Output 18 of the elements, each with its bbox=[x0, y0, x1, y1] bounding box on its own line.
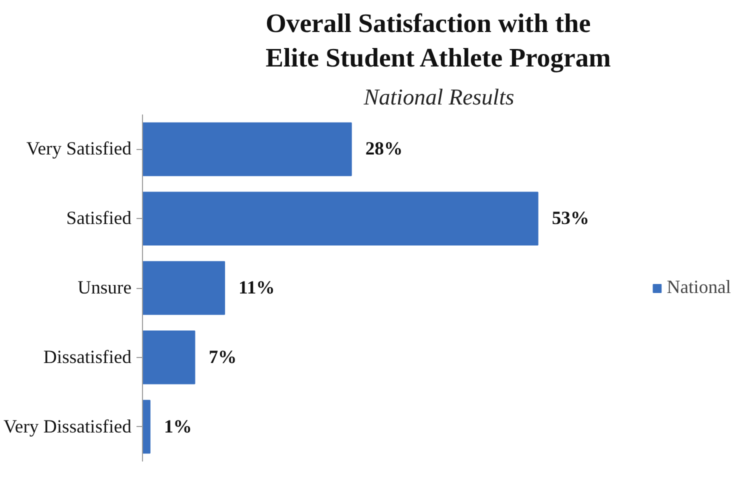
bar bbox=[142, 330, 196, 384]
y-tick-label: Very Satisfied bbox=[26, 138, 132, 160]
y-tick-label: Dissatisfied bbox=[43, 346, 132, 368]
chart-title: Overall Satisfaction with the Elite Student Athlete Program bbox=[266, 8, 611, 72]
data-label: 53% bbox=[552, 208, 590, 230]
bar bbox=[142, 192, 538, 246]
y-tick-label: Very Dissatisfied bbox=[4, 416, 132, 438]
data-label: 7% bbox=[208, 346, 237, 368]
legend-label: National bbox=[666, 276, 731, 298]
y-tick-label: Unsure bbox=[78, 278, 132, 298]
data-label: 11% bbox=[238, 278, 275, 298]
bar bbox=[142, 400, 150, 454]
bar bbox=[142, 261, 226, 315]
data-label: 28% bbox=[365, 138, 403, 160]
data-label: 1% bbox=[164, 416, 192, 438]
y-tick-label: Satisfied bbox=[66, 208, 132, 230]
chart-subtitle: National Results bbox=[362, 84, 514, 110]
bar bbox=[142, 122, 352, 176]
